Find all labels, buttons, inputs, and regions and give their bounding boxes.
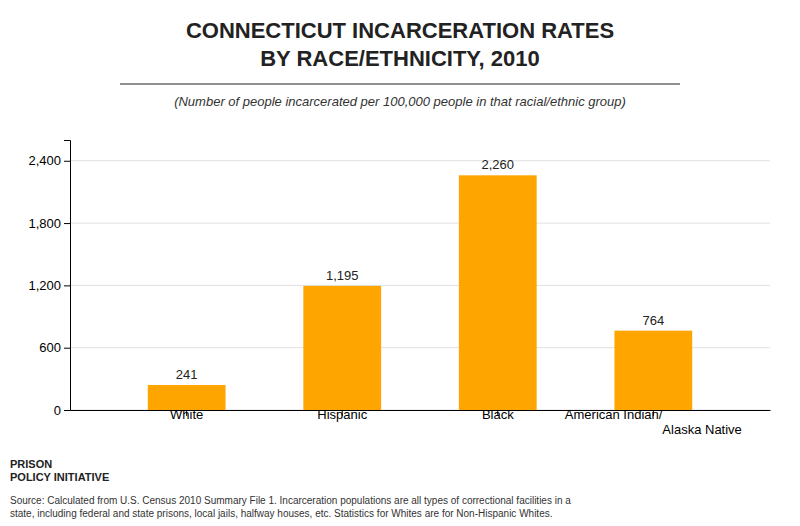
x-axis: White Hispanic Black American Indian/Alaska… [71, 407, 771, 437]
x-tick: Black [482, 407, 514, 422]
subtitle: (Number of people incarcerated per 100,0… [174, 94, 626, 109]
y-tick: 1,200 [28, 278, 70, 293]
y-tick: 2,400 [28, 153, 70, 168]
text-line: American Indian/ [565, 407, 663, 422]
bar [303, 286, 381, 410]
data-label: 1,195 [326, 268, 359, 283]
data-labels: 241 1,195 2,260 764 [176, 157, 664, 382]
title: CONNECTICUT INCARCERATION RATES BY RACE/E… [186, 18, 614, 71]
text-line: Source: Calculated from U.S. Census 2010… [10, 495, 571, 506]
title-rule [120, 84, 680, 85]
y-tick-label: 1,800 [28, 216, 61, 231]
x-tick: Hispanic [317, 407, 367, 422]
y-tick-mark [64, 348, 70, 349]
y-tick: 600 [39, 340, 70, 355]
grid-line [70, 160, 770, 161]
text-line: BY RACE/ETHNICITY, 2010 [260, 46, 540, 71]
annotation: PRISONPOLICY INITIATIVE [10, 458, 109, 483]
source: Source: Calculated from U.S. Census 2010… [10, 495, 571, 519]
x-tick-label: White [170, 407, 203, 422]
text-line: Hispanic [317, 407, 367, 422]
x-tick: White [170, 407, 203, 422]
y-tick-label: 2,400 [28, 153, 61, 168]
x-tick-label: Hispanic [317, 407, 367, 422]
y-tick-mark [64, 161, 70, 162]
text-line: CONNECTICUT INCARCERATION RATES [186, 18, 614, 43]
data-label: 764 [642, 313, 664, 328]
y-axis: 0 600 1,200 1,800 2,400 [28, 141, 70, 418]
y-tick: 0 [54, 403, 70, 418]
plot: 0 600 1,200 1,800 2,400 White Hispanic Black Ame… [28, 141, 770, 437]
x-tick-label: Black [482, 407, 514, 422]
y-tick-mark [64, 223, 70, 224]
y-tick-mark [64, 285, 70, 286]
text-line: state, including federal and state priso… [10, 508, 552, 519]
text-line: Alaska Native [662, 422, 741, 437]
y-tick: 1,800 [28, 216, 70, 231]
grid [70, 161, 770, 410]
y-tick-label: 0 [54, 403, 61, 418]
x-tick-label: American Indian/Alaska Native [565, 407, 742, 437]
bar [459, 175, 537, 410]
y-tick-label: 1,200 [28, 278, 61, 293]
text-line: PRISON [10, 458, 52, 470]
y-tick-label: 600 [39, 340, 61, 355]
y-tick-mark [64, 410, 70, 411]
grid-line [70, 223, 770, 224]
bar [614, 331, 692, 410]
chart: CONNECTICUT INCARCERATION RATES BY RACE/E… [0, 0, 800, 526]
data-label: 241 [176, 367, 198, 382]
data-label: 2,260 [482, 157, 515, 172]
text-line: White [170, 407, 203, 422]
bars [148, 175, 692, 410]
x-tick: American Indian/Alaska Native [565, 407, 742, 437]
grid-line [70, 285, 770, 286]
text-line: Black [482, 407, 514, 422]
text-line: POLICY INITIATIVE [10, 471, 109, 483]
y-axis-line [64, 141, 71, 411]
